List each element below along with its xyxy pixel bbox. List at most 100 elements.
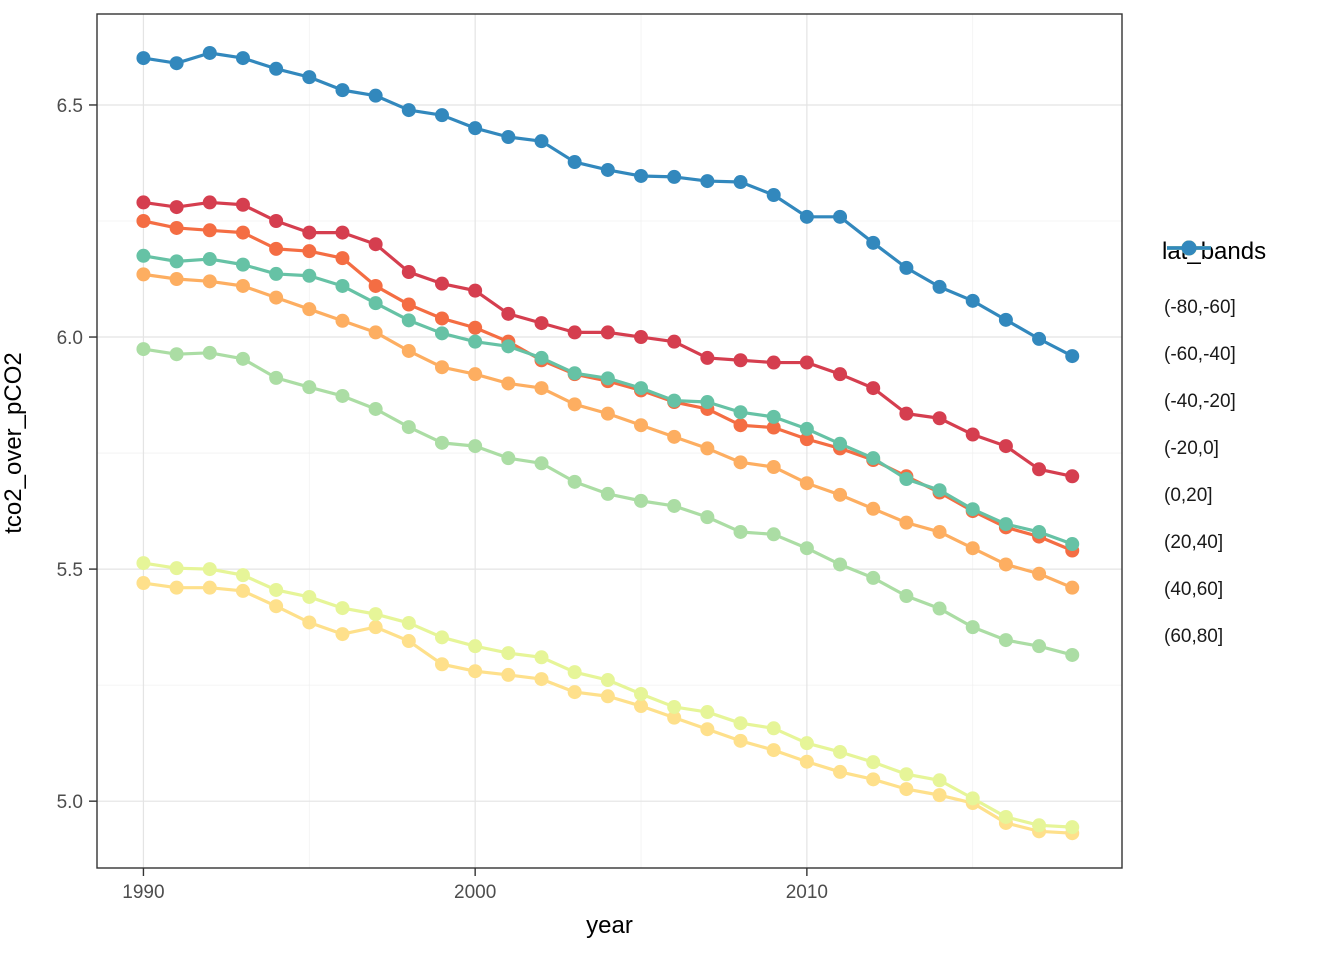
data-point	[434, 630, 449, 645]
data-point	[136, 342, 151, 357]
data-point	[202, 252, 217, 267]
data-point	[401, 297, 416, 312]
data-point	[899, 260, 914, 275]
data-point	[866, 570, 881, 585]
data-point	[468, 439, 483, 454]
data-point	[667, 498, 682, 513]
legend-item-label: (-60,-40]	[1164, 343, 1236, 365]
data-point	[567, 665, 582, 680]
data-point	[733, 353, 748, 368]
data-point	[1065, 820, 1080, 835]
data-point	[401, 313, 416, 328]
data-point	[833, 557, 848, 572]
axis-tick-label: 2010	[786, 882, 828, 903]
data-point	[1065, 580, 1080, 595]
data-point	[136, 248, 151, 263]
data-point	[136, 576, 151, 591]
data-point	[932, 524, 947, 539]
data-point	[965, 791, 980, 806]
data-point	[899, 472, 914, 487]
data-point	[501, 339, 516, 354]
data-point	[169, 200, 184, 215]
data-point	[534, 134, 549, 149]
data-point	[799, 736, 814, 751]
legend-key-icon	[1167, 240, 1211, 256]
data-point	[899, 589, 914, 604]
data-point	[667, 334, 682, 349]
legend-item: (-60,-40]	[1152, 240, 1342, 378]
data-point	[136, 556, 151, 571]
data-point	[1032, 524, 1047, 539]
data-point	[501, 451, 516, 466]
data-point	[799, 432, 814, 447]
axis-tick-label: 1990	[122, 882, 164, 903]
data-point	[766, 355, 781, 370]
data-point	[932, 773, 947, 788]
data-point	[965, 541, 980, 556]
legend-item: (0,20]	[1152, 240, 1342, 519]
data-point	[235, 51, 250, 66]
data-point	[401, 634, 416, 649]
data-point	[600, 689, 615, 704]
data-point	[235, 197, 250, 212]
data-point	[202, 195, 217, 210]
legend-title: lat_bands	[1162, 238, 1267, 265]
data-point	[899, 767, 914, 782]
legend-item-label: (20,40]	[1164, 531, 1224, 553]
data-point	[235, 351, 250, 366]
data-point	[468, 283, 483, 298]
data-point	[667, 710, 682, 725]
data-point	[401, 265, 416, 280]
series	[136, 45, 1080, 364]
data-point	[932, 483, 947, 498]
data-point	[998, 809, 1013, 824]
legend-item-label: (-40,-20]	[1164, 390, 1236, 412]
data-point	[667, 429, 682, 444]
data-point	[899, 782, 914, 797]
data-point	[733, 524, 748, 539]
data-point	[634, 699, 649, 714]
data-point	[401, 343, 416, 358]
data-point	[302, 302, 317, 317]
data-point	[136, 214, 151, 229]
data-point	[733, 175, 748, 190]
data-point	[169, 347, 184, 362]
data-point	[634, 330, 649, 345]
legend-item: (-20,0]	[1152, 240, 1342, 472]
data-point	[235, 278, 250, 293]
data-point	[269, 599, 284, 614]
data-point	[899, 406, 914, 421]
data-point	[269, 370, 284, 385]
data-point	[202, 562, 217, 577]
data-point	[833, 436, 848, 451]
data-point	[368, 620, 383, 635]
data-point	[335, 601, 350, 616]
data-point	[169, 272, 184, 287]
data-point	[169, 561, 184, 576]
data-point	[434, 276, 449, 291]
data-point	[169, 254, 184, 269]
data-point	[534, 350, 549, 365]
data-point	[269, 290, 284, 305]
data-point	[733, 405, 748, 420]
legend-item: (-40,-20]	[1152, 240, 1342, 425]
data-point	[600, 486, 615, 501]
data-point	[136, 267, 151, 282]
data-point	[634, 381, 649, 396]
data-point	[766, 527, 781, 542]
data-point	[766, 188, 781, 203]
data-point	[700, 510, 715, 525]
legend-item: (40,60]	[1152, 240, 1342, 613]
data-point	[600, 673, 615, 688]
data-point	[866, 501, 881, 516]
legend-item-label: (60,80]	[1164, 625, 1224, 647]
data-point	[501, 667, 516, 682]
data-point	[600, 162, 615, 177]
data-point	[534, 650, 549, 665]
data-point	[136, 51, 151, 66]
data-point	[235, 583, 250, 598]
data-point	[434, 657, 449, 672]
data-point	[634, 418, 649, 433]
data-point	[998, 439, 1013, 454]
data-point	[302, 70, 317, 85]
